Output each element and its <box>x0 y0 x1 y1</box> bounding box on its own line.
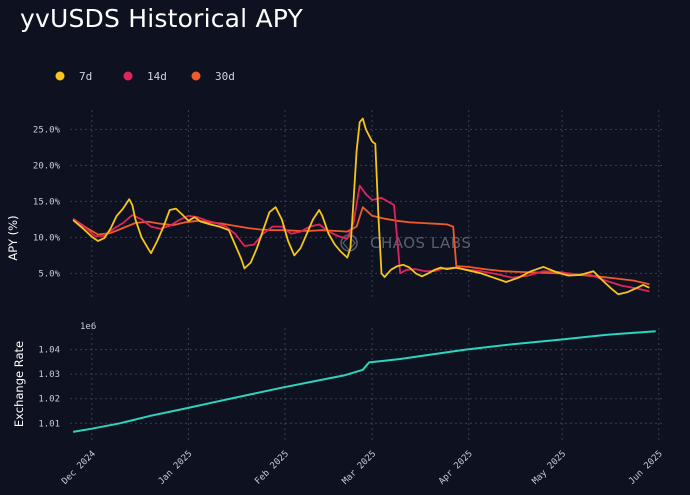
x-tick-label: Apr 2025 <box>437 449 475 487</box>
legend-marker-icon <box>55 71 65 81</box>
x-tick-label: Jun 2025 <box>627 449 665 487</box>
legend-item-30d[interactable]: 30d <box>191 70 235 83</box>
exchange-rate-tick-label: 1.03 <box>38 370 60 380</box>
series-line-7d <box>72 117 650 296</box>
x-tick-label: Jan 2025 <box>157 449 195 487</box>
watermark: CHAOS LABS <box>370 234 471 252</box>
legend-label: 7d <box>79 70 92 83</box>
legend-marker-icon <box>191 71 201 81</box>
legend-label: 30d <box>215 70 235 83</box>
x-tick-label: Feb 2025 <box>253 449 291 487</box>
apy-tick-label: 20.0% <box>33 161 61 171</box>
apy-tick-label: 25.0% <box>33 125 61 135</box>
x-tick-label: Dec 2024 <box>60 449 98 487</box>
apy-series <box>72 117 650 296</box>
apy-axis-label: APY (%) <box>6 215 20 260</box>
apy-grid: 5.0% 10.0% 15.0% 20.0% 25.0% <box>33 110 665 300</box>
exchange-rate-grid: 1.01 1.02 1.03 1.04 <box>38 328 665 440</box>
legend[interactable]: 7d 14d 30d <box>55 70 235 83</box>
x-axis-ticks: Dec 2024 Jan 2025 Feb 2025 Mar 2025 Apr 2025… <box>60 449 665 487</box>
series-line-14d <box>72 184 650 293</box>
scale-label: 1e6 <box>80 322 96 332</box>
exchange-rate-tick-label: 1.04 <box>38 346 60 356</box>
x-tick-label: May 2025 <box>531 449 569 487</box>
series-line-exchange-rate <box>72 330 656 433</box>
exchange-rate-tick-label: 1.01 <box>38 419 60 429</box>
exchange-rate-axis-label: Exchange Rate <box>12 341 26 427</box>
apy-tick-label: 10.0% <box>33 233 61 243</box>
apy-tick-label: 15.0% <box>33 197 61 207</box>
legend-label: 14d <box>147 70 167 83</box>
exchange-rate-series <box>72 330 656 433</box>
legend-item-7d[interactable]: 7d <box>55 70 93 83</box>
chart-title: yvUSDS Historical APY <box>20 4 303 33</box>
x-tick-label: Mar 2025 <box>341 449 379 487</box>
exchange-rate-tick-label: 1.02 <box>38 395 60 405</box>
apy-tick-label: 5.0% <box>38 269 60 279</box>
legend-marker-icon <box>123 71 133 81</box>
legend-item-14d[interactable]: 14d <box>123 70 167 83</box>
